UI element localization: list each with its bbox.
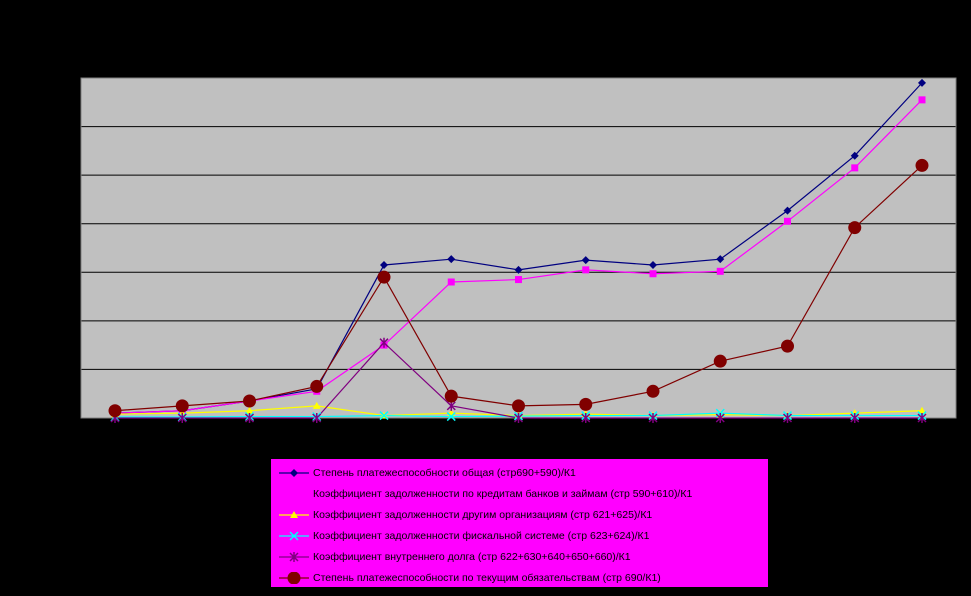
data-point-s2-10 [716,267,724,275]
data-point-s1-10 [716,255,725,264]
data-point-s5-7 [513,413,524,423]
legend-swatch-5 [279,551,309,562]
data-point-s6-8 [579,397,593,411]
data-point-s6-2 [175,399,189,413]
data-point-s5-10 [715,413,725,423]
data-point-s5-2 [177,413,187,423]
data-point-s6-3 [243,394,256,408]
legend: Степень платежеспособности общая (стр690… [271,459,768,587]
legend-swatch-6 [279,571,309,584]
data-point-s6-4 [310,379,324,393]
data-point-s1-9 [649,261,657,269]
legend-swatch-1 [279,468,309,477]
data-point-s1-12 [850,151,859,160]
data-point-s5-4 [312,413,322,423]
data-point-s5-11 [782,413,793,423]
data-point-s6-6 [444,389,458,403]
data-point-s6-13 [915,158,929,172]
data-point-s6-5 [377,270,391,284]
legend-item: Коэффициент задолженности фискальной сис… [271,525,768,546]
data-point-s3-4 [312,401,321,409]
data-point-s4-6 [446,412,456,422]
legend-label: Коэффициент внутреннего долга (стр 622+6… [313,550,631,563]
legend-item: Степень платежеспособности общая (стр690… [271,462,768,483]
data-point-s2-8 [582,266,590,274]
data-point-s5-5 [379,337,389,348]
legend-item: Коэффициент задолженности по кредитам ба… [271,483,768,504]
data-point-s1-5 [380,261,388,269]
legend-item: Степень платежеспособности по текущим об… [271,567,768,588]
data-point-s2-6 [447,278,455,286]
data-point-s5-13 [917,413,927,423]
data-point-s4-5 [379,411,389,421]
data-point-s1-13 [918,78,926,87]
data-point-s3-3 [245,406,254,414]
data-point-s5-8 [581,413,591,423]
data-point-s2-11 [784,217,791,225]
data-point-s2-7 [515,276,522,284]
data-point-s3-13 [918,406,926,414]
legend-label: Степень платежеспособности общая (стр690… [313,466,576,479]
legend-label: Коэффициент задолженности другим организ… [313,508,653,521]
legend-item: Коэффициент задолженности другим организ… [271,504,768,525]
data-point-s6-10 [713,354,727,368]
series-markers [108,78,929,423]
data-point-s6-7 [512,399,525,413]
data-point-s1-11 [783,206,792,215]
legend-label: Коэффициент задолженности по кредитам ба… [313,487,693,500]
data-point-s1-6 [447,255,456,264]
legend-swatch-2 [279,488,309,500]
data-point-s6-1 [108,404,122,418]
plot-area [81,78,956,418]
legend-swatch-4 [279,530,309,541]
data-point-s6-11 [781,339,794,353]
data-point-s2-13 [918,96,926,104]
data-point-s1-7 [514,265,523,274]
data-point-s5-9 [648,413,658,423]
data-point-s6-9 [646,384,660,398]
legend-item: Коэффициент внутреннего долга (стр 622+6… [271,546,768,567]
data-point-s2-12 [851,164,859,172]
data-point-s5-12 [850,413,860,423]
legend-swatch-3 [279,510,309,518]
legend-label: Коэффициент задолженности фискальной сис… [313,529,650,542]
data-point-s5-3 [244,413,255,423]
legend-label: Степень платежеспособности по текущим об… [313,571,661,584]
data-point-s6-12 [848,221,862,235]
data-point-s2-9 [649,270,657,278]
data-point-s1-8 [581,256,590,265]
